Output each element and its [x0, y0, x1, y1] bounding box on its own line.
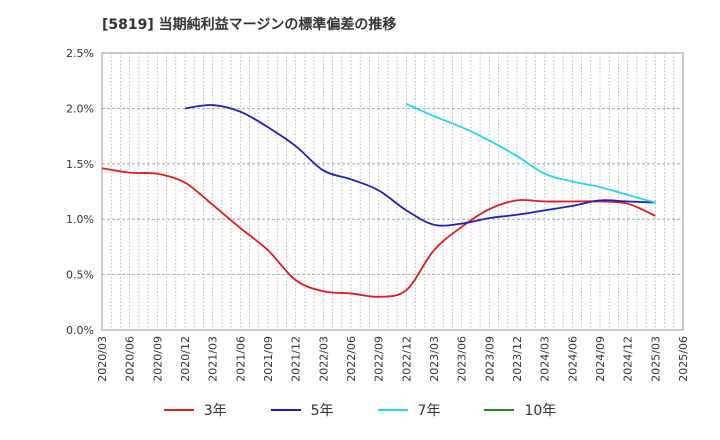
- x-tick-label: 2021/12: [290, 336, 303, 382]
- legend-swatch: [484, 409, 515, 411]
- x-tick-label: 2024/12: [622, 336, 635, 382]
- legend-item: 7年: [377, 400, 441, 420]
- x-tick-label: 2020/12: [179, 336, 192, 382]
- y-tick-label: 2.0%: [66, 102, 94, 115]
- x-tick-label: 2024/03: [539, 336, 552, 382]
- series-line-5年: [184, 104, 656, 227]
- x-tick-label: 2020/09: [151, 336, 164, 382]
- y-tick-label: 1.5%: [66, 158, 94, 171]
- x-tick-label: 2023/06: [456, 336, 469, 382]
- x-tick-label: 2024/09: [594, 336, 607, 382]
- legend-label: 5年: [310, 403, 334, 419]
- x-tick-label: 2024/06: [566, 336, 579, 382]
- x-tick-label: 2025/06: [677, 336, 690, 382]
- x-tick-label: 2021/06: [234, 336, 247, 382]
- series-line-7年: [405, 103, 656, 204]
- x-tick-label: 2021/03: [207, 336, 220, 382]
- x-tick-label: 2021/09: [262, 336, 275, 382]
- legend-swatch: [377, 409, 408, 411]
- plot-area: [101, 52, 684, 331]
- x-tick-label: 2020/06: [124, 336, 137, 382]
- x-tick-label: 2023/12: [511, 336, 524, 382]
- chart-title: [5819] 当期純利益マージンの標準偏差の推移: [102, 17, 397, 33]
- legend-swatch: [270, 409, 301, 411]
- y-tick-label: 1.0%: [66, 213, 94, 226]
- series-line-3年: [101, 167, 656, 298]
- x-tick-label: 2022/09: [373, 336, 386, 382]
- x-tick-label: 2023/03: [428, 336, 441, 382]
- y-tick-label: 0.5%: [66, 269, 94, 282]
- y-tick-label: 0.0%: [66, 324, 94, 337]
- chart-legend: 3年 5年 7年 10年: [0, 400, 720, 420]
- x-tick-label: 2023/09: [483, 336, 496, 382]
- x-tick-label: 2025/03: [649, 336, 662, 382]
- x-tick-label: 2022/06: [345, 336, 358, 382]
- x-tick-label: 2022/12: [400, 336, 413, 382]
- legend-label: 7年: [417, 403, 441, 419]
- x-tick-label: 2020/03: [96, 336, 109, 382]
- legend-swatch: [163, 409, 194, 411]
- x-tick-label: 2022/03: [317, 336, 330, 382]
- legend-item: 5年: [270, 400, 334, 420]
- legend-label: 3年: [203, 403, 227, 419]
- legend-label: 10年: [524, 403, 557, 419]
- legend-item: 10年: [484, 400, 556, 420]
- legend-item: 3年: [163, 400, 227, 420]
- y-tick-label: 2.5%: [66, 47, 94, 60]
